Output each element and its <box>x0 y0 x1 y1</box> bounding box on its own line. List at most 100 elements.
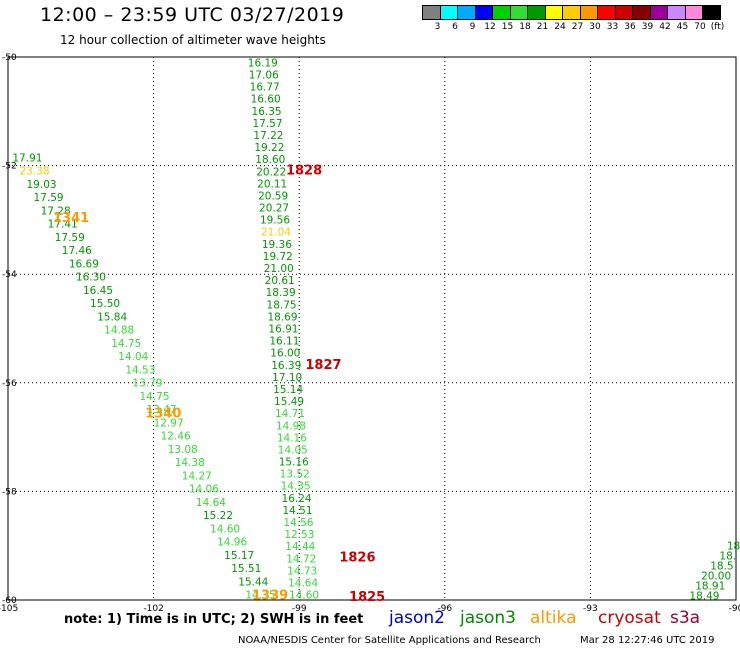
wave-height-label: 20.27 <box>259 203 289 215</box>
wave-height-label: 18.49 <box>689 591 719 603</box>
footer-source: NOAA/NESDIS Center for Satellite Applica… <box>238 635 541 646</box>
wave-height-label: 19.36 <box>262 239 292 251</box>
wave-height-label: 15.51 <box>231 563 261 575</box>
wave-height-label: 14.88 <box>104 325 134 337</box>
wave-height-label: 16.30 <box>76 272 106 284</box>
wave-height-label: 17.22 <box>253 130 283 142</box>
wave-height-label: 12.53 <box>284 529 314 541</box>
wave-height-label: 16.69 <box>69 258 99 270</box>
wave-height-label: 16.60 <box>251 94 281 106</box>
chart-title: 12:00 – 23:59 UTC 03/27/2019 <box>40 4 345 26</box>
wave-height-label: 14.05 <box>278 444 308 456</box>
wave-height-label: 16.91 <box>268 324 298 336</box>
plot-frame <box>7 56 737 601</box>
color-scale-label: 45 <box>676 22 689 32</box>
wave-height-label: 14.72 <box>286 553 316 565</box>
legend-altika: altika <box>530 608 577 628</box>
wave-height-label: 16.11 <box>269 336 299 348</box>
color-scale-label: 15 <box>501 22 514 32</box>
color-scale-label: 27 <box>571 22 584 32</box>
wave-height-label: 14.16 <box>277 432 307 444</box>
wave-height-label: 16.00 <box>270 348 300 360</box>
wave-height-label: 16.39 <box>271 360 301 372</box>
pass-number-label: 1827 <box>305 358 341 373</box>
wave-height-label: 18.75 <box>267 299 297 311</box>
wave-height-label: 14.60 <box>210 523 240 535</box>
legend-cryosat: cryosat <box>598 608 661 628</box>
wave-height-label: 14.73 <box>287 565 317 577</box>
x-tick-label: -93 <box>583 604 598 614</box>
wave-height-label: 16.19 <box>248 57 278 69</box>
wave-height-label: 12.97 <box>154 417 184 429</box>
wave-height-label: 15.44 <box>238 576 268 588</box>
wave-height-label: 14.38 <box>175 457 205 469</box>
color-scale-label: 12 <box>484 22 496 32</box>
wave-height-label: 23.38 <box>19 166 49 178</box>
wave-height-label: 14.44 <box>285 541 315 553</box>
y-tick-label: -60 <box>2 596 17 606</box>
pass-number-label: 1826 <box>339 551 375 566</box>
wave-height-label: 14.27 <box>182 470 212 482</box>
wave-height-label: 14.04 <box>118 351 148 363</box>
wave-height-label: 21.00 <box>264 263 294 275</box>
chart-subtitle: 12 hour collection of altimeter wave hei… <box>60 33 326 47</box>
wave-height-label: 18.39 <box>266 287 296 299</box>
footer-timestamp: Mar 28 12:27:46 UTC 2019 <box>580 635 715 646</box>
wave-height-label: 13.08 <box>168 444 198 456</box>
x-tick-label: -102 <box>143 604 163 614</box>
wave-height-label: 20.59 <box>258 190 288 202</box>
wave-height-label: 14.75 <box>111 338 141 350</box>
wave-height-label: 14.56 <box>283 517 313 529</box>
y-tick-label: -54 <box>2 270 17 280</box>
wave-height-label: 20.00 <box>701 571 731 583</box>
wave-height-label: 15.22 <box>203 510 233 522</box>
color-scale-label: 24 <box>554 22 566 32</box>
wave-height-label: 17.46 <box>62 245 92 257</box>
color-scale-label: (ft) <box>710 22 725 32</box>
x-tick-label: -99 <box>292 604 307 614</box>
y-tick-label: -58 <box>2 487 17 497</box>
wave-height-label: 18.60 <box>255 154 285 166</box>
wave-height-label: 18.69 <box>267 311 297 323</box>
wave-height-label: 14.71 <box>275 408 305 420</box>
wave-height-label: 15.16 <box>279 457 309 469</box>
color-scale-label: 70 <box>694 22 706 32</box>
wave-height-label: 14.64 <box>196 497 226 509</box>
wave-height-label: 20.11 <box>257 178 287 190</box>
pass-number-label: 1825 <box>349 590 385 605</box>
wave-height-label: 17.28 <box>41 205 71 217</box>
y-tick-label: -50 <box>2 53 17 63</box>
wave-height-label: 15.14 <box>273 384 303 396</box>
wave-height-label: 17.06 <box>249 70 279 82</box>
wave-height-label: 18.5 <box>710 561 733 573</box>
color-scale-label: 3 <box>434 22 441 32</box>
wave-height-label: 17.59 <box>55 232 85 244</box>
wave-height-label: 14.51 <box>282 505 312 517</box>
wave-height-label: 19.56 <box>260 215 290 227</box>
color-scale-label: 6 <box>452 22 458 32</box>
legend-jason3: jason3 <box>460 608 516 628</box>
color-swatch <box>702 5 721 20</box>
wave-height-label: 18.91 <box>695 581 725 593</box>
wave-height-label: 20.22 <box>256 166 286 178</box>
x-tick-label: -105 <box>0 604 18 614</box>
wave-height-label: 19.22 <box>254 142 284 154</box>
wave-height-label: 19.72 <box>263 251 293 263</box>
y-tick-label: -56 <box>2 379 17 389</box>
wave-height-label: 16.35 <box>252 106 282 118</box>
wave-height-label: 14.35 <box>281 481 311 493</box>
wave-height-label: 14.35 <box>245 590 275 602</box>
wave-height-label: 13.52 <box>280 469 310 481</box>
wave-height-label: 18 <box>727 541 740 553</box>
wave-height-label: 15.49 <box>274 396 304 408</box>
wave-height-label: 15.50 <box>90 298 120 310</box>
color-scale-label: 30 <box>589 22 601 32</box>
color-scale-label: 21 <box>536 22 549 32</box>
wave-height-label: 14.75 <box>139 391 169 403</box>
wave-height-label: 17.91 <box>12 152 42 164</box>
wave-height-label: 20.61 <box>265 275 295 287</box>
wave-height-label: 15.84 <box>97 311 127 323</box>
pass-number-label: 1828 <box>286 163 322 178</box>
